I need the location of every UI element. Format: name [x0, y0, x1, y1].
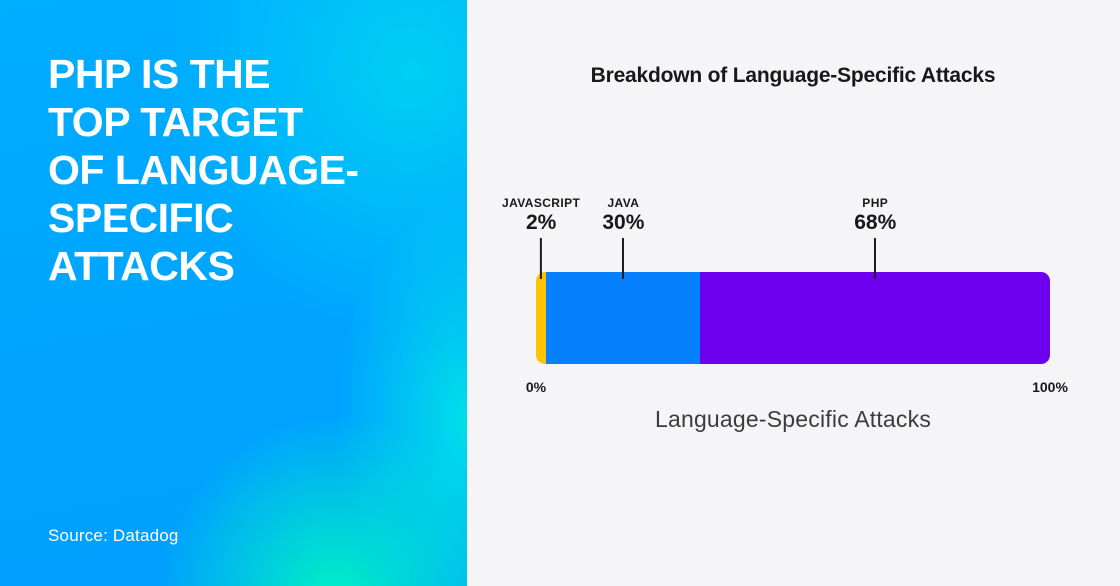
headline-line-2: TOP TARGET	[48, 99, 303, 145]
axis-tick-start: 0%	[525, 379, 547, 395]
annotation-java-label: JAVA	[607, 196, 640, 210]
headline-line-4: SPECIFIC	[48, 195, 234, 241]
source-attribution: Source: Datadog	[48, 526, 179, 545]
axis-tick-end: 100%	[1032, 379, 1068, 395]
stacked-bar-plot: JAVASCRIPT 2% JAVA 30% PHP 68% 0% 100%	[502, 195, 1068, 455]
annotation-java-value: 30%	[602, 211, 645, 234]
chart-title: Breakdown of Language-Specific Attacks	[590, 64, 996, 87]
annotation-javascript-value: 2%	[525, 211, 557, 234]
annotation-java: JAVA 30%	[602, 195, 644, 279]
headline-line-3: OF LANGUAGE-	[48, 147, 359, 193]
leader-line-java	[622, 238, 625, 279]
annotation-php-label: PHP	[862, 196, 889, 210]
x-axis-label: Language-Specific Attacks	[654, 406, 932, 432]
headline-line-1: PHP IS THE	[48, 51, 271, 97]
annotation-php: PHP 68%	[854, 195, 896, 279]
annotation-php-value: 68%	[854, 211, 897, 234]
annotation-javascript: JAVASCRIPT 2%	[502, 195, 580, 279]
headline-panel: PHP IS THE TOP TARGET OF LANGUAGE- SPECI…	[0, 0, 467, 586]
bar-segment-java	[546, 272, 701, 364]
headline: PHP IS THE TOP TARGET OF LANGUAGE- SPECI…	[48, 50, 431, 290]
annotation-javascript-label: JAVASCRIPT	[502, 196, 581, 210]
leader-line-php	[874, 238, 877, 279]
stacked-bar	[536, 272, 1050, 364]
headline-line-5: ATTACKS	[48, 243, 235, 289]
leader-line-javascript	[540, 238, 543, 279]
bar-segment-javascript	[536, 272, 547, 364]
bar-segment-php	[700, 272, 1050, 364]
chart-panel: Breakdown of Language-Specific Attacks J…	[467, 0, 1120, 586]
